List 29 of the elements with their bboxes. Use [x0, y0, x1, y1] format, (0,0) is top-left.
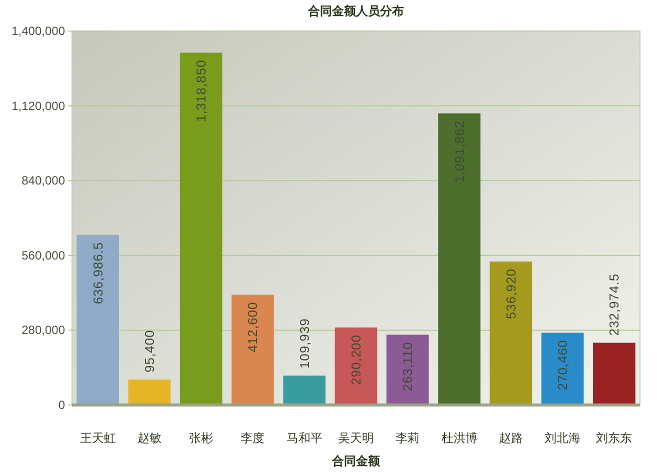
- data-label: 1,318,850: [194, 60, 209, 122]
- data-label: 536,920: [503, 268, 518, 320]
- x-tick-label: 李莉: [396, 431, 420, 445]
- x-tick-label: 赵敏: [137, 431, 162, 445]
- x-tick-label: 张彬: [189, 431, 214, 445]
- y-tick-label: 560,000: [22, 248, 66, 262]
- y-tick-label: 280,000: [22, 323, 66, 338]
- chart-title: 合同金额人员分布: [307, 4, 404, 18]
- y-tick-label: 0: [58, 398, 66, 412]
- data-label: 412,600: [245, 302, 260, 352]
- x-tick-label: 王天虹: [80, 431, 116, 445]
- data-label: 270,460: [555, 340, 570, 390]
- x-tick-label: 刘东东: [596, 431, 632, 445]
- data-label: 636,986.5: [90, 242, 106, 304]
- y-tick-label: 1,400,000: [12, 24, 66, 38]
- x-tick-label: 刘北海: [544, 431, 581, 445]
- data-label: 232,974.5: [606, 273, 622, 336]
- x-tick-label: 李度: [240, 431, 265, 445]
- x-tick-label: 杜洪博: [441, 431, 478, 445]
- data-label: 290,200: [348, 334, 364, 385]
- data-label: 109,939: [296, 318, 312, 369]
- x-tick-label: 吴天明: [338, 431, 374, 445]
- y-tick-label: 840,000: [22, 174, 66, 188]
- data-label: 263,110: [400, 342, 416, 392]
- y-tick-label: 1,120,000: [12, 98, 66, 113]
- data-label: 95,400: [142, 330, 157, 373]
- x-tick-label: 赵路: [498, 431, 523, 445]
- x-axis-title: 合同金额: [331, 454, 381, 468]
- x-tick-label: 马和平: [286, 431, 322, 445]
